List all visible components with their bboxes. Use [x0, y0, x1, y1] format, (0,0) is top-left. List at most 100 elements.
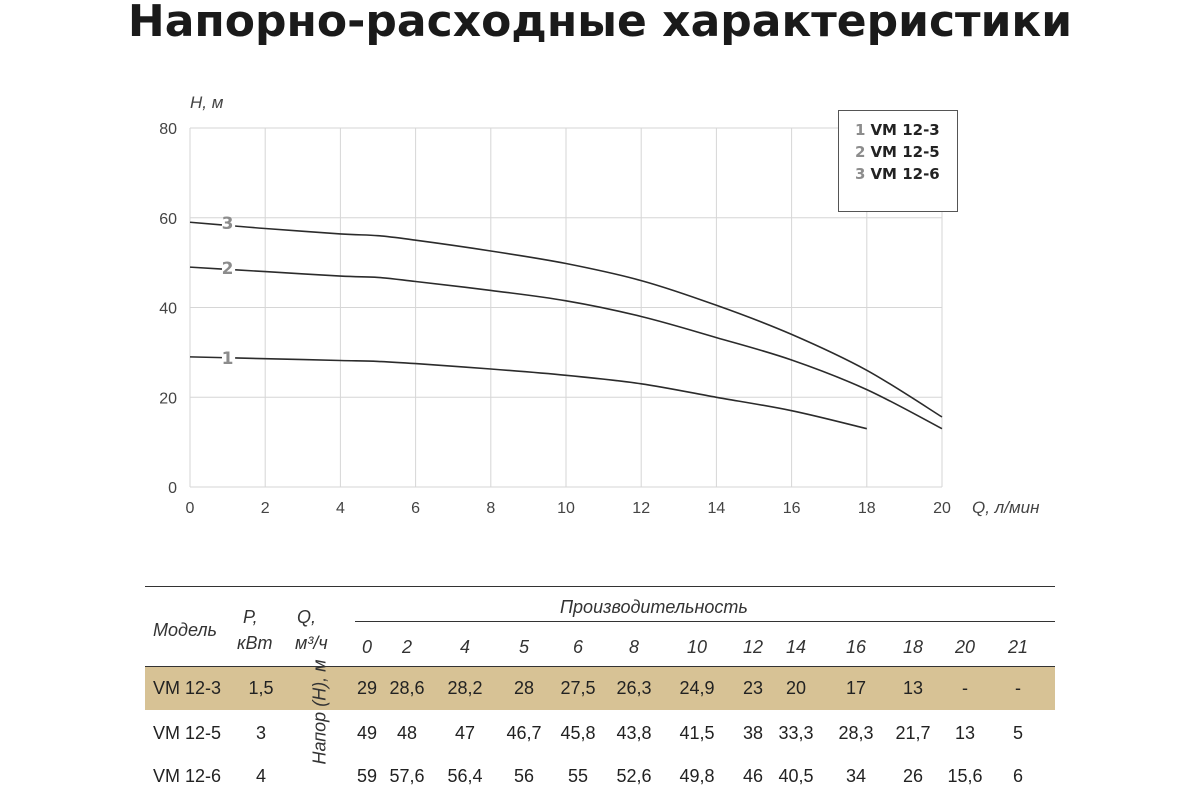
chart-legend: 1 VM 12-3 2 VM 12-5 3 VM 12-6 — [838, 110, 958, 212]
x-tick-label: 6 — [411, 500, 420, 517]
header-performance: Производительность — [560, 597, 748, 617]
cell-head-value: 49 — [356, 723, 378, 743]
cell-head-value: 17 — [845, 678, 867, 698]
cell-head-value: 6 — [1012, 766, 1023, 786]
column-header: 16 — [845, 637, 867, 657]
cell-head-value: 38 — [742, 723, 764, 743]
cell-head-value: 29 — [356, 678, 378, 698]
series-line — [235, 357, 867, 430]
cell-power: 3 — [255, 723, 266, 743]
series-number-label: 1 — [222, 349, 234, 369]
cell-head-value: - — [1015, 678, 1021, 698]
cell-head-value: 26 — [902, 766, 924, 786]
series-number-label: 2 — [222, 259, 234, 279]
performance-header-rule — [355, 621, 1055, 622]
y-tick-label: 80 — [159, 121, 177, 138]
cell-head-value: 41,5 — [679, 723, 715, 743]
cell-head-value: 55 — [567, 766, 589, 786]
cell-model: VM 12-5 — [153, 723, 222, 743]
x-tick-label: 4 — [336, 500, 345, 517]
column-header: 14 — [785, 637, 807, 657]
cell-head-value: 20 — [785, 678, 807, 698]
page-title: Напорно-расходные характеристики — [127, 0, 1073, 47]
legend-label: VM 12-3 — [870, 121, 940, 139]
column-header: 5 — [518, 637, 529, 657]
cell-head-value: 52,6 — [616, 766, 652, 786]
cell-head-value: 5 — [1012, 723, 1023, 743]
cell-head-value: 56,4 — [447, 766, 483, 786]
header-model: Модель — [153, 620, 217, 640]
cell-head-value: 49,8 — [679, 766, 715, 786]
cell-head-value: 28,6 — [389, 678, 425, 698]
series-number-label: 3 — [222, 214, 234, 234]
x-tick-label: 0 — [186, 500, 195, 517]
x-tick-label: 14 — [708, 500, 726, 517]
header-flow-unit: м³/ч — [295, 633, 328, 653]
x-tick-label: 10 — [557, 500, 575, 517]
series-line — [235, 225, 943, 418]
cell-head-value: 21,7 — [895, 723, 931, 743]
legend-label: VM 12-5 — [870, 143, 940, 161]
cell-head-value: 40,5 — [778, 766, 814, 786]
column-header: 21 — [1007, 637, 1029, 657]
legend-number: 2 — [855, 143, 866, 161]
x-tick-label: 18 — [858, 500, 876, 517]
cell-head-value: 34 — [845, 766, 867, 786]
legend-item: 1 VM 12-3 — [855, 119, 957, 141]
cell-head-value: 13 — [954, 723, 976, 743]
header-flow: Q, — [297, 607, 317, 627]
cell-head-value: 26,3 — [616, 678, 652, 698]
column-header: 6 — [572, 637, 583, 657]
header-power: P, — [243, 607, 258, 627]
y-tick-label: 60 — [159, 211, 177, 228]
legend-number: 3 — [855, 165, 866, 183]
legend-number: 1 — [855, 121, 866, 139]
cell-power: 1,5 — [248, 678, 274, 698]
table-top-rule — [145, 586, 1055, 587]
cell-head-value: 45,8 — [560, 723, 596, 743]
table-header-rule — [145, 666, 1055, 667]
series-leader — [189, 266, 223, 270]
cell-model: VM 12-6 — [153, 766, 222, 786]
header-power-unit: кВт — [237, 633, 273, 653]
cell-head-value: 46,7 — [506, 723, 542, 743]
cell-head-value: 56 — [513, 766, 535, 786]
cell-head-value: - — [962, 678, 968, 698]
cell-head-value: 27,5 — [560, 678, 596, 698]
column-header: 20 — [954, 637, 976, 657]
cell-head-value: 33,3 — [778, 723, 814, 743]
x-tick-label: 16 — [783, 500, 801, 517]
y-axis-label: H, м — [190, 93, 224, 112]
x-tick-label: 20 — [933, 500, 951, 517]
column-header: 0 — [361, 637, 372, 657]
legend-item: 2 VM 12-5 — [855, 141, 957, 163]
highlighted-row — [145, 666, 1055, 710]
x-tick-label: 12 — [632, 500, 650, 517]
x-axis-label: Q, л/мин — [972, 498, 1040, 517]
cell-head-value: 15,6 — [947, 766, 983, 786]
cell-head-value: 43,8 — [616, 723, 652, 743]
column-header: 18 — [902, 637, 924, 657]
cell-head-value: 13 — [902, 678, 924, 698]
series-leader — [189, 221, 223, 226]
column-header: 10 — [686, 637, 708, 657]
y-tick-label: 40 — [159, 301, 177, 318]
cell-head-value: 24,9 — [679, 678, 715, 698]
head-axis-label: Напор (Н), м — [309, 659, 330, 765]
legend-item: 3 VM 12-6 — [855, 163, 957, 185]
cell-head-value: 57,6 — [389, 766, 425, 786]
series-leader — [189, 356, 222, 359]
y-tick-label: 20 — [159, 390, 177, 407]
legend-label: VM 12-6 — [870, 165, 940, 183]
cell-head-value: 48 — [396, 723, 418, 743]
series-line — [235, 269, 943, 430]
cell-head-value: 28,3 — [838, 723, 874, 743]
column-header: 12 — [742, 637, 764, 657]
cell-head-value: 23 — [742, 678, 764, 698]
cell-head-value: 28 — [513, 678, 535, 698]
cell-head-value: 28,2 — [447, 678, 483, 698]
y-tick-label: 0 — [168, 480, 177, 497]
column-header: 2 — [401, 637, 412, 657]
cell-head-value: 46 — [742, 766, 764, 786]
